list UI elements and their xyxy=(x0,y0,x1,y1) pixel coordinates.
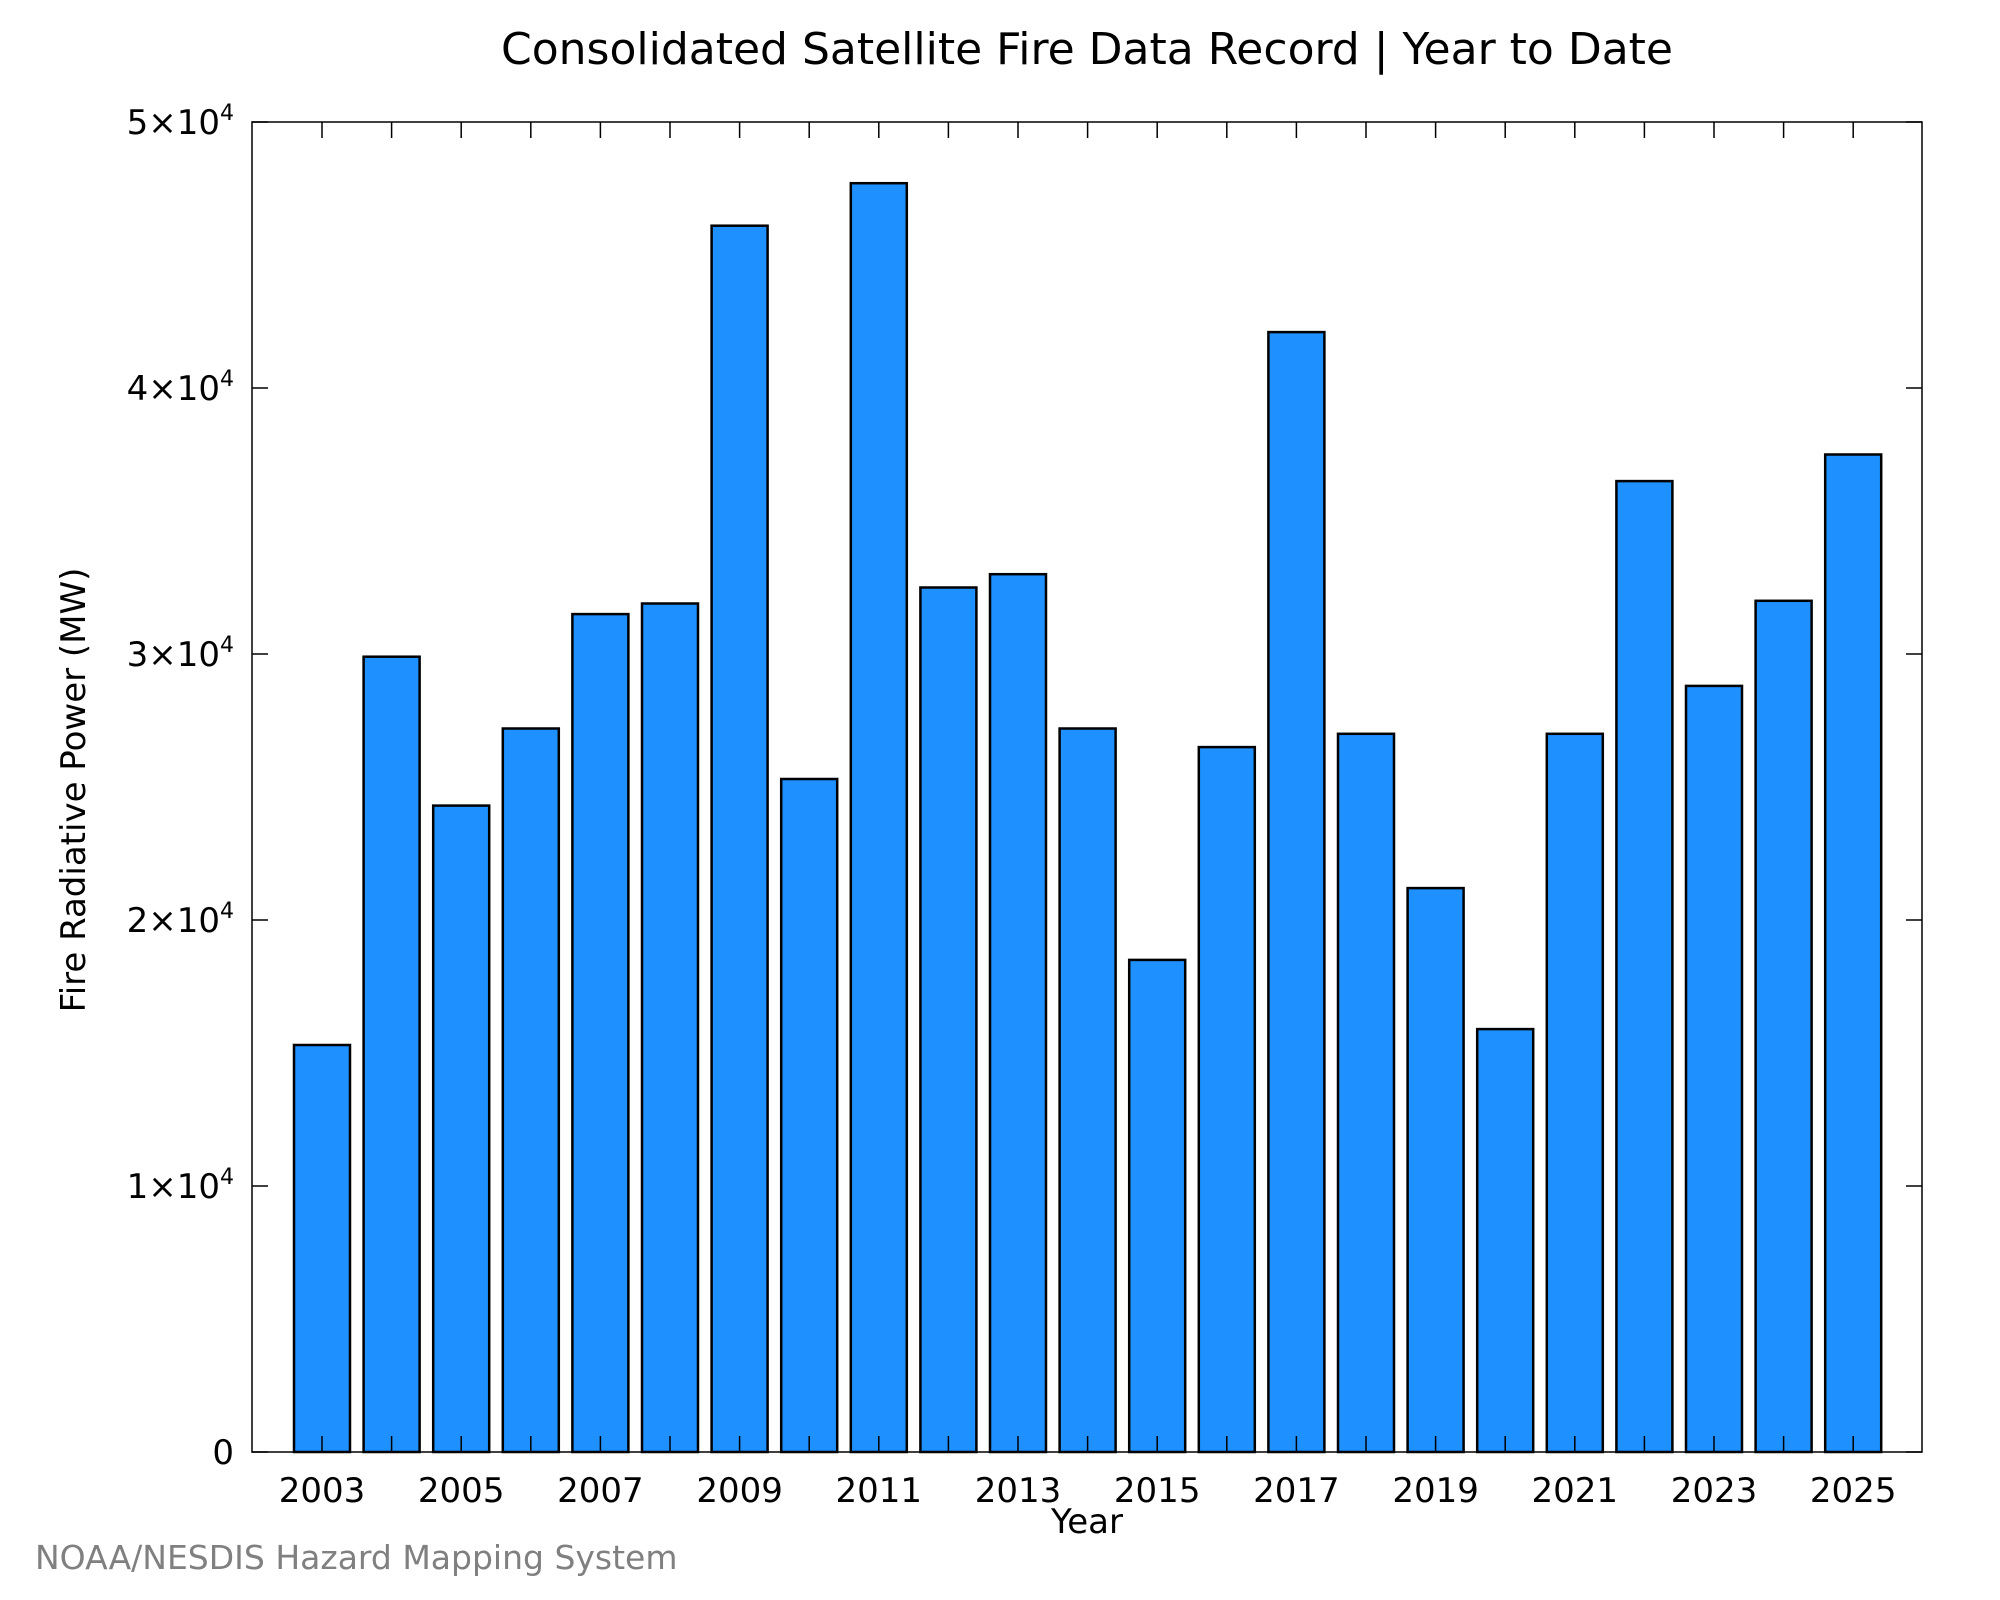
x-tick-label-2007: 2007 xyxy=(557,1471,644,1511)
bar-2016 xyxy=(1197,745,1257,1454)
x-tick-label-2013: 2013 xyxy=(975,1471,1062,1511)
bar-2006 xyxy=(501,727,561,1454)
ticks-group: 0 1×104 2×104 3×104 4×104 5×104 2003 2005 2007 20… xyxy=(127,101,1922,1511)
x-tick-label-2015: 2015 xyxy=(1114,1471,1201,1511)
bar-2010 xyxy=(779,777,839,1454)
chart-title: Consolidated Satellite Fire Data Record … xyxy=(501,24,1673,75)
y-tick-label-0: 0 xyxy=(212,1433,234,1473)
source-credit: NOAA/NESDIS Hazard Mapping System xyxy=(35,1538,678,1577)
plot-frame xyxy=(251,121,1923,1453)
bar-2011 xyxy=(849,181,909,1454)
bar-2024 xyxy=(1754,599,1813,1454)
x-axis-label: Year xyxy=(1050,1502,1123,1542)
x-tick-label-2017: 2017 xyxy=(1253,1471,1340,1511)
bar-2007 xyxy=(571,612,630,1454)
bar-2015 xyxy=(1127,958,1187,1454)
bar-2005 xyxy=(431,804,491,1454)
bar-2009 xyxy=(710,224,769,1454)
bar-2003 xyxy=(292,1043,352,1454)
y-tick-label-2: 2×104 xyxy=(127,899,234,941)
bar-2018 xyxy=(1336,732,1396,1454)
bar-2022 xyxy=(1615,479,1674,1454)
y-tick-label-1: 1×104 xyxy=(127,1165,234,1207)
bar-2020 xyxy=(1475,1027,1535,1454)
x-tick-label-2019: 2019 xyxy=(1392,1471,1479,1511)
x-tick-label-2023: 2023 xyxy=(1671,1471,1758,1511)
bars-group xyxy=(292,181,1883,1454)
bar-2004 xyxy=(362,655,421,1454)
bar-2014 xyxy=(1058,727,1117,1454)
bar-2012 xyxy=(919,586,978,1454)
bar-2021 xyxy=(1545,732,1605,1454)
x-tick-label-2003: 2003 xyxy=(279,1471,366,1511)
x-tick-label-2021: 2021 xyxy=(1532,1471,1619,1511)
bar-2023 xyxy=(1684,684,1744,1454)
x-tick-label-2005: 2005 xyxy=(418,1471,505,1511)
bar-2019 xyxy=(1406,886,1465,1454)
y-tick-label-5: 5×104 xyxy=(127,101,234,143)
bar-2008 xyxy=(640,602,700,1454)
bar-2017 xyxy=(1267,330,1326,1454)
x-tick-label-2011: 2011 xyxy=(836,1471,923,1511)
x-tick-label-2009: 2009 xyxy=(696,1471,783,1511)
bar-2013 xyxy=(988,572,1048,1454)
y-axis-label: Fire Radiative Power (MW) xyxy=(54,568,94,1013)
y-tick-label-4: 4×104 xyxy=(127,367,234,409)
y-tick-label-3: 3×104 xyxy=(127,633,234,675)
bar-2025 xyxy=(1823,453,1883,1454)
x-tick-label-2025: 2025 xyxy=(1810,1471,1897,1511)
